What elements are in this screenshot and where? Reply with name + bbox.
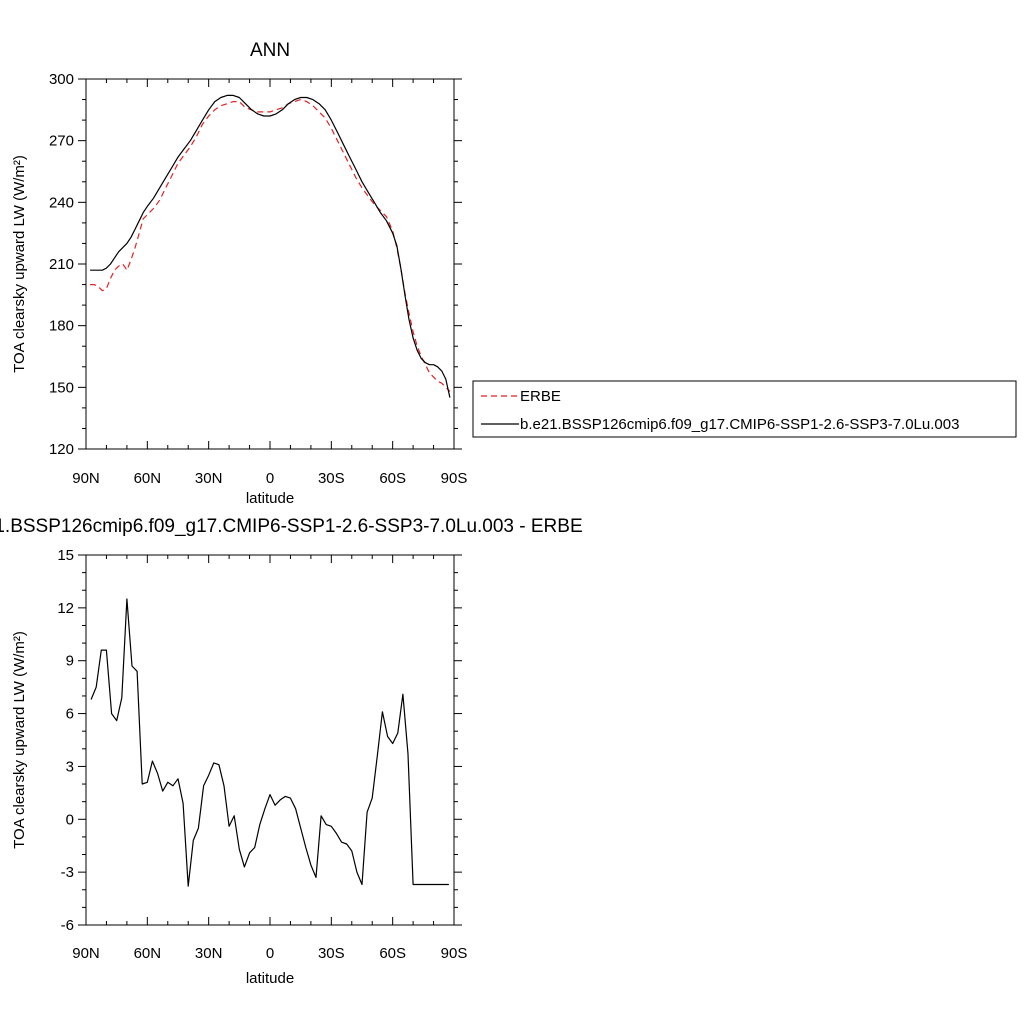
legend: ERBE b.e21.BSSP126cmip6.f09_g17.CMIP6-SSP…	[472, 380, 1017, 438]
x-tick-label: 30S	[318, 945, 345, 962]
x-tick-label: 30N	[195, 945, 223, 962]
x-tick-label: 30S	[318, 470, 345, 487]
y-tick-label: 180	[49, 318, 74, 335]
plot-frame	[85, 554, 455, 926]
x-tick-label: 60N	[134, 470, 162, 487]
plot-frame	[85, 78, 455, 450]
series-line-0	[90, 598, 449, 887]
y-tick-label: 15	[57, 547, 74, 564]
x-axis-label: latitude	[246, 970, 294, 987]
y-tick-label: 6	[66, 706, 74, 723]
y-tick-label: 270	[49, 133, 74, 150]
top-panel: ANN 90N 60N 30N 0 30S 60S 90S 120 150 180 210 240 270…	[11, 40, 467, 507]
legend-label-1: b.e21.BSSP126cmip6.f09_g17.CMIP6-SSP1-2.…	[520, 416, 959, 433]
chart-title: b.e21.BSSP126cmip6.f09_g17.CMIP6-SSP1-2.…	[0, 516, 583, 537]
x-tick-label: 90N	[72, 945, 100, 962]
y-tick-label: 300	[49, 71, 74, 88]
legend-box	[472, 380, 1017, 438]
x-tick-label: 90S	[441, 470, 468, 487]
series-line-1	[90, 94, 451, 398]
x-tick-label: 0	[266, 945, 274, 962]
x-tick-label: 60S	[379, 470, 406, 487]
x-tick-label: 60S	[379, 945, 406, 962]
y-tick-label: 0	[66, 811, 74, 828]
bottom-panel: b.e21.BSSP126cmip6.f09_g17.CMIP6-SSP1-2.…	[0, 516, 583, 987]
y-tick-label: 12	[57, 600, 74, 617]
x-tick-label: 90S	[441, 945, 468, 962]
series-line-0	[90, 98, 451, 392]
y-tick-label: 150	[49, 379, 74, 396]
x-tick-label: 60N	[134, 945, 162, 962]
y-tick-label: -3	[61, 864, 74, 881]
x-tick-label: 90N	[72, 470, 100, 487]
y-axis-label: TOA clearsky upward LW (W/m²)	[11, 631, 28, 849]
x-tick-label: 0	[266, 470, 274, 487]
y-tick-label: 210	[49, 256, 74, 273]
y-tick-label: 9	[66, 653, 74, 670]
chart-title: ANN	[250, 40, 290, 61]
x-tick-label: 30N	[195, 470, 223, 487]
x-axis-label: latitude	[246, 490, 294, 507]
legend-label-0: ERBE	[520, 388, 561, 405]
y-tick-label: -6	[61, 917, 74, 934]
y-tick-label: 240	[49, 194, 74, 211]
y-tick-label: 3	[66, 758, 74, 775]
y-axis-label: TOA clearsky upward LW (W/m²)	[11, 155, 28, 373]
y-tick-label: 120	[49, 441, 74, 458]
